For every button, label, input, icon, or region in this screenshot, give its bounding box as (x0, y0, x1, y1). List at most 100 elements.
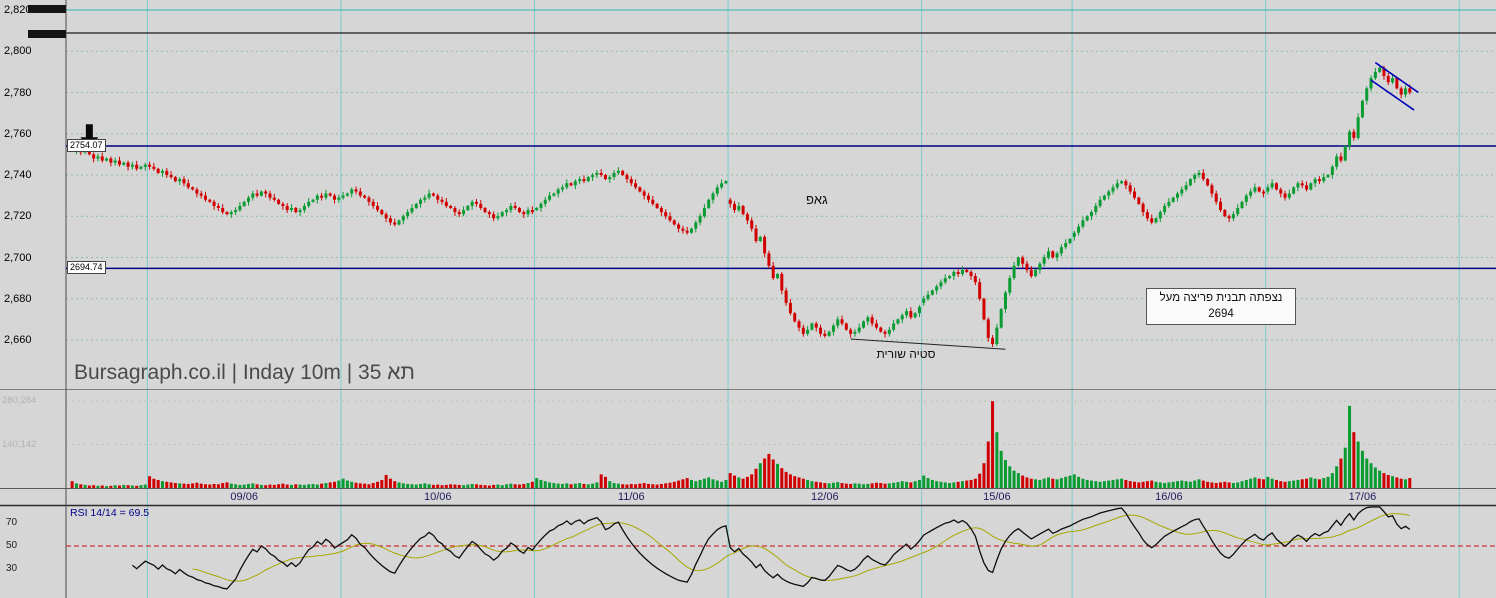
candle-body (586, 177, 590, 182)
volume-bar (1064, 476, 1068, 488)
candle-body (681, 228, 685, 231)
candle-body (1391, 78, 1395, 83)
volume-bar (345, 480, 349, 488)
candle-body (655, 203, 659, 208)
candle-body (1176, 193, 1180, 198)
candle-body (591, 175, 595, 178)
candle-body (844, 323, 848, 330)
volume-bar (1322, 478, 1326, 488)
volume-bar (1219, 482, 1223, 488)
candle-body (900, 315, 904, 320)
volume-bar (225, 482, 229, 488)
volume-bar (92, 485, 96, 488)
volume-bar (793, 476, 797, 488)
volume-bar (242, 484, 246, 488)
candle-body (1128, 185, 1132, 192)
candle-body (1270, 183, 1274, 188)
volume-bar (492, 484, 496, 488)
volume-bar (1124, 479, 1128, 488)
volume-bar (612, 483, 616, 488)
volume-bar (500, 485, 504, 488)
volume-bar (1068, 475, 1072, 488)
candle-body (221, 208, 225, 213)
volume-bar (216, 484, 220, 488)
volume-bar (986, 441, 990, 488)
candle-body (178, 179, 182, 182)
volume-bar (1240, 481, 1244, 488)
volume-bar (505, 484, 509, 488)
volume-bar (148, 476, 152, 488)
volume-bar (74, 483, 78, 488)
volume-bar (208, 484, 212, 488)
volume-bar (466, 484, 470, 488)
volume-bar (616, 483, 620, 488)
candle-body (1206, 179, 1210, 186)
volume-bar (823, 483, 827, 488)
volume-bar (238, 484, 242, 488)
candle-body (290, 208, 294, 211)
volume-bar (315, 484, 319, 488)
volume-bar (509, 483, 513, 488)
candle-body (315, 195, 319, 200)
volume-bar (1262, 479, 1266, 488)
candle-body (1184, 185, 1188, 190)
candle-body (1249, 191, 1253, 196)
candle-body (165, 170, 169, 175)
candle-body (720, 183, 724, 188)
candle-body (737, 205, 741, 211)
volume-bar (1008, 466, 1012, 488)
candle-body (1395, 78, 1399, 89)
candle-body (646, 195, 650, 200)
volume-bar (892, 482, 896, 488)
candle-body (771, 265, 775, 279)
volume-bar (646, 483, 650, 488)
volume-bar (1326, 476, 1330, 488)
volume-bar (930, 479, 934, 488)
volume-bar (788, 474, 792, 488)
candle-body (191, 187, 195, 190)
candle-body (419, 199, 423, 204)
volume-bar (376, 481, 380, 488)
volume-bar (1038, 479, 1042, 488)
volume-bar (909, 482, 913, 488)
candle-body (758, 236, 762, 241)
volume-bar (745, 476, 749, 488)
candle-body (1262, 191, 1266, 194)
volume-bar (298, 484, 302, 488)
candle-body (1029, 269, 1033, 277)
candle-body (1012, 265, 1016, 279)
volume-bar (1145, 481, 1149, 488)
candle-body (578, 179, 582, 182)
volume-bar (801, 478, 805, 488)
candle-body (582, 179, 586, 182)
candle-body (414, 203, 418, 208)
volume-bar (625, 484, 629, 488)
candle-body (926, 294, 930, 299)
volume-bar (470, 483, 474, 488)
candle-body (156, 168, 160, 173)
candle-body (569, 183, 573, 186)
candle-body (677, 224, 681, 229)
volume-bar (419, 483, 423, 488)
candle-body (689, 228, 693, 233)
candle-body (1330, 166, 1334, 175)
candle-body (982, 298, 986, 320)
candle-body (307, 201, 311, 206)
volume-bar (866, 483, 870, 488)
candle-body (1046, 251, 1050, 258)
candle-body (866, 317, 870, 322)
volume-bar (328, 482, 332, 488)
candle-body (160, 170, 164, 173)
volume-bar (767, 453, 771, 488)
volume-bar (440, 485, 444, 488)
candle-body (1300, 183, 1304, 186)
candle-body (1094, 205, 1098, 213)
volume-bar (664, 483, 668, 488)
volume-bar (1279, 481, 1283, 488)
volume-bar (474, 484, 478, 488)
volume-bar (178, 483, 182, 488)
volume-bar (694, 481, 698, 488)
volume-bar (879, 483, 883, 488)
volume-bar (1365, 458, 1369, 488)
volume-bar (165, 481, 169, 488)
